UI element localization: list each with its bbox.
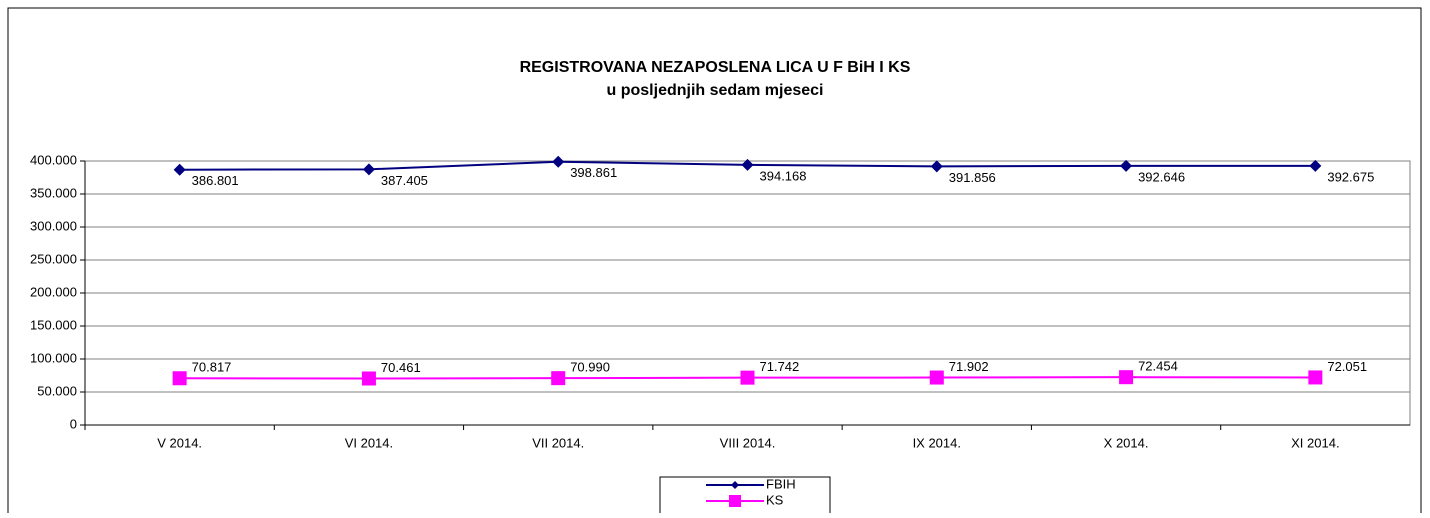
marker xyxy=(729,495,741,507)
data-label: 386.801 xyxy=(192,173,239,188)
data-label: 71.902 xyxy=(949,359,989,374)
y-tick-label: 50.000 xyxy=(37,383,77,398)
data-label: 72.454 xyxy=(1138,359,1178,374)
data-label: 70.461 xyxy=(381,360,421,375)
y-tick-label: 400.000 xyxy=(30,152,77,167)
data-label: 72.051 xyxy=(1327,359,1367,374)
marker xyxy=(173,163,186,176)
legend xyxy=(659,476,831,518)
y-tick-label: 100.000 xyxy=(30,350,77,365)
y-tick-label: 300.000 xyxy=(30,218,77,233)
y-tick-label: 0 xyxy=(70,416,77,431)
y-tick-label: 200.000 xyxy=(30,284,77,299)
x-tick-label: VII 2014. xyxy=(532,435,584,450)
y-tick-label: 350.000 xyxy=(30,185,77,200)
marker xyxy=(1120,159,1133,172)
marker xyxy=(731,481,739,489)
marker xyxy=(362,163,375,176)
data-label: 392.646 xyxy=(1138,169,1185,184)
data-label: 392.675 xyxy=(1327,169,1374,184)
chart-subtitle: u posljednjih sedam mjeseci xyxy=(607,82,824,99)
x-tick-label: IX 2014. xyxy=(913,435,961,450)
legend-label: KS xyxy=(766,492,784,507)
data-label: 70.990 xyxy=(570,360,610,375)
y-tick-label: 150.000 xyxy=(30,317,77,332)
marker xyxy=(1119,370,1134,385)
data-label: 398.861 xyxy=(570,165,617,180)
x-tick-label: VI 2014. xyxy=(345,435,393,450)
data-label: 387.405 xyxy=(381,173,428,188)
x-tick-label: V 2014. xyxy=(157,435,202,450)
marker xyxy=(172,371,187,386)
marker xyxy=(929,370,944,385)
marker xyxy=(1309,159,1322,172)
marker xyxy=(551,371,566,386)
data-label: 70.817 xyxy=(192,360,232,375)
marker xyxy=(741,158,754,171)
data-label: 71.742 xyxy=(760,359,800,374)
x-tick-label: X 2014. xyxy=(1104,435,1149,450)
chart-title: REGISTROVANA NEZAPOSLENA LICA U F BiH I … xyxy=(520,59,911,76)
marker xyxy=(740,370,755,385)
marker xyxy=(361,371,376,386)
x-tick-label: XI 2014. xyxy=(1291,435,1339,450)
legend-label: FBIH xyxy=(766,476,796,491)
y-tick-label: 250.000 xyxy=(30,251,77,266)
marker xyxy=(1308,370,1323,385)
data-label: 391.856 xyxy=(949,170,996,185)
x-tick-label: VIII 2014. xyxy=(720,435,776,450)
marker xyxy=(552,155,565,168)
marker xyxy=(930,160,943,173)
data-label: 394.168 xyxy=(760,168,807,183)
